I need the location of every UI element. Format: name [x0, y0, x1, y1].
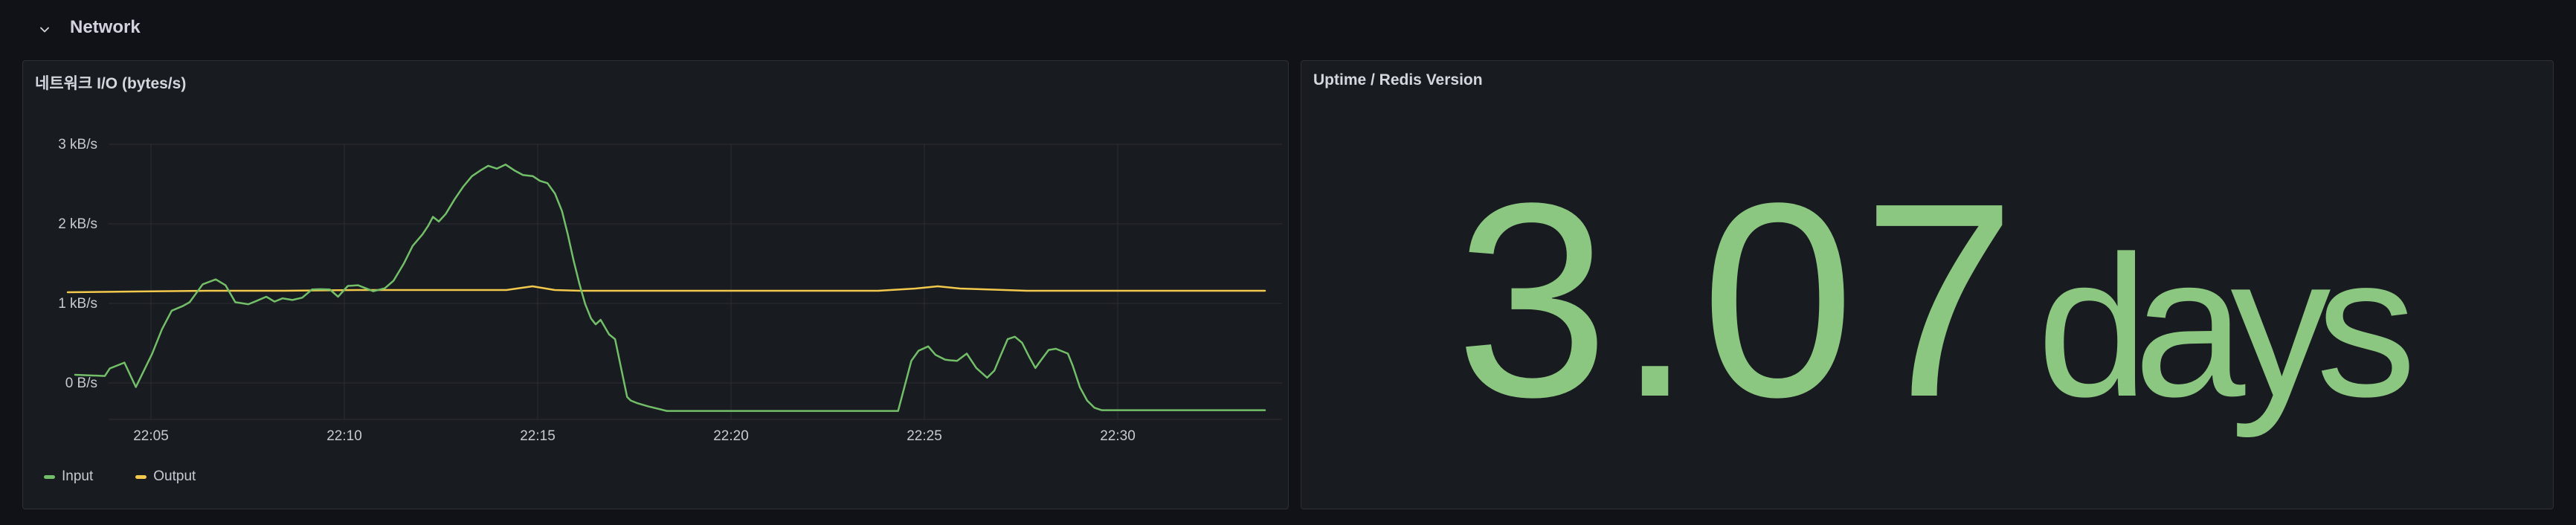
svg-text:22:10: 22:10 [326, 428, 362, 444]
svg-text:22:20: 22:20 [713, 428, 749, 444]
svg-text:2 kB/s: 2 kB/s [58, 216, 97, 232]
svg-text:3 kB/s: 3 kB/s [58, 137, 97, 152]
svg-text:1 kB/s: 1 kB/s [58, 296, 97, 312]
svg-text:22:15: 22:15 [520, 428, 556, 444]
svg-text:22:05: 22:05 [133, 428, 169, 444]
svg-text:0 B/s: 0 B/s [65, 376, 97, 391]
svg-text:22:25: 22:25 [907, 428, 942, 444]
svg-text:22:30: 22:30 [1100, 428, 1136, 444]
